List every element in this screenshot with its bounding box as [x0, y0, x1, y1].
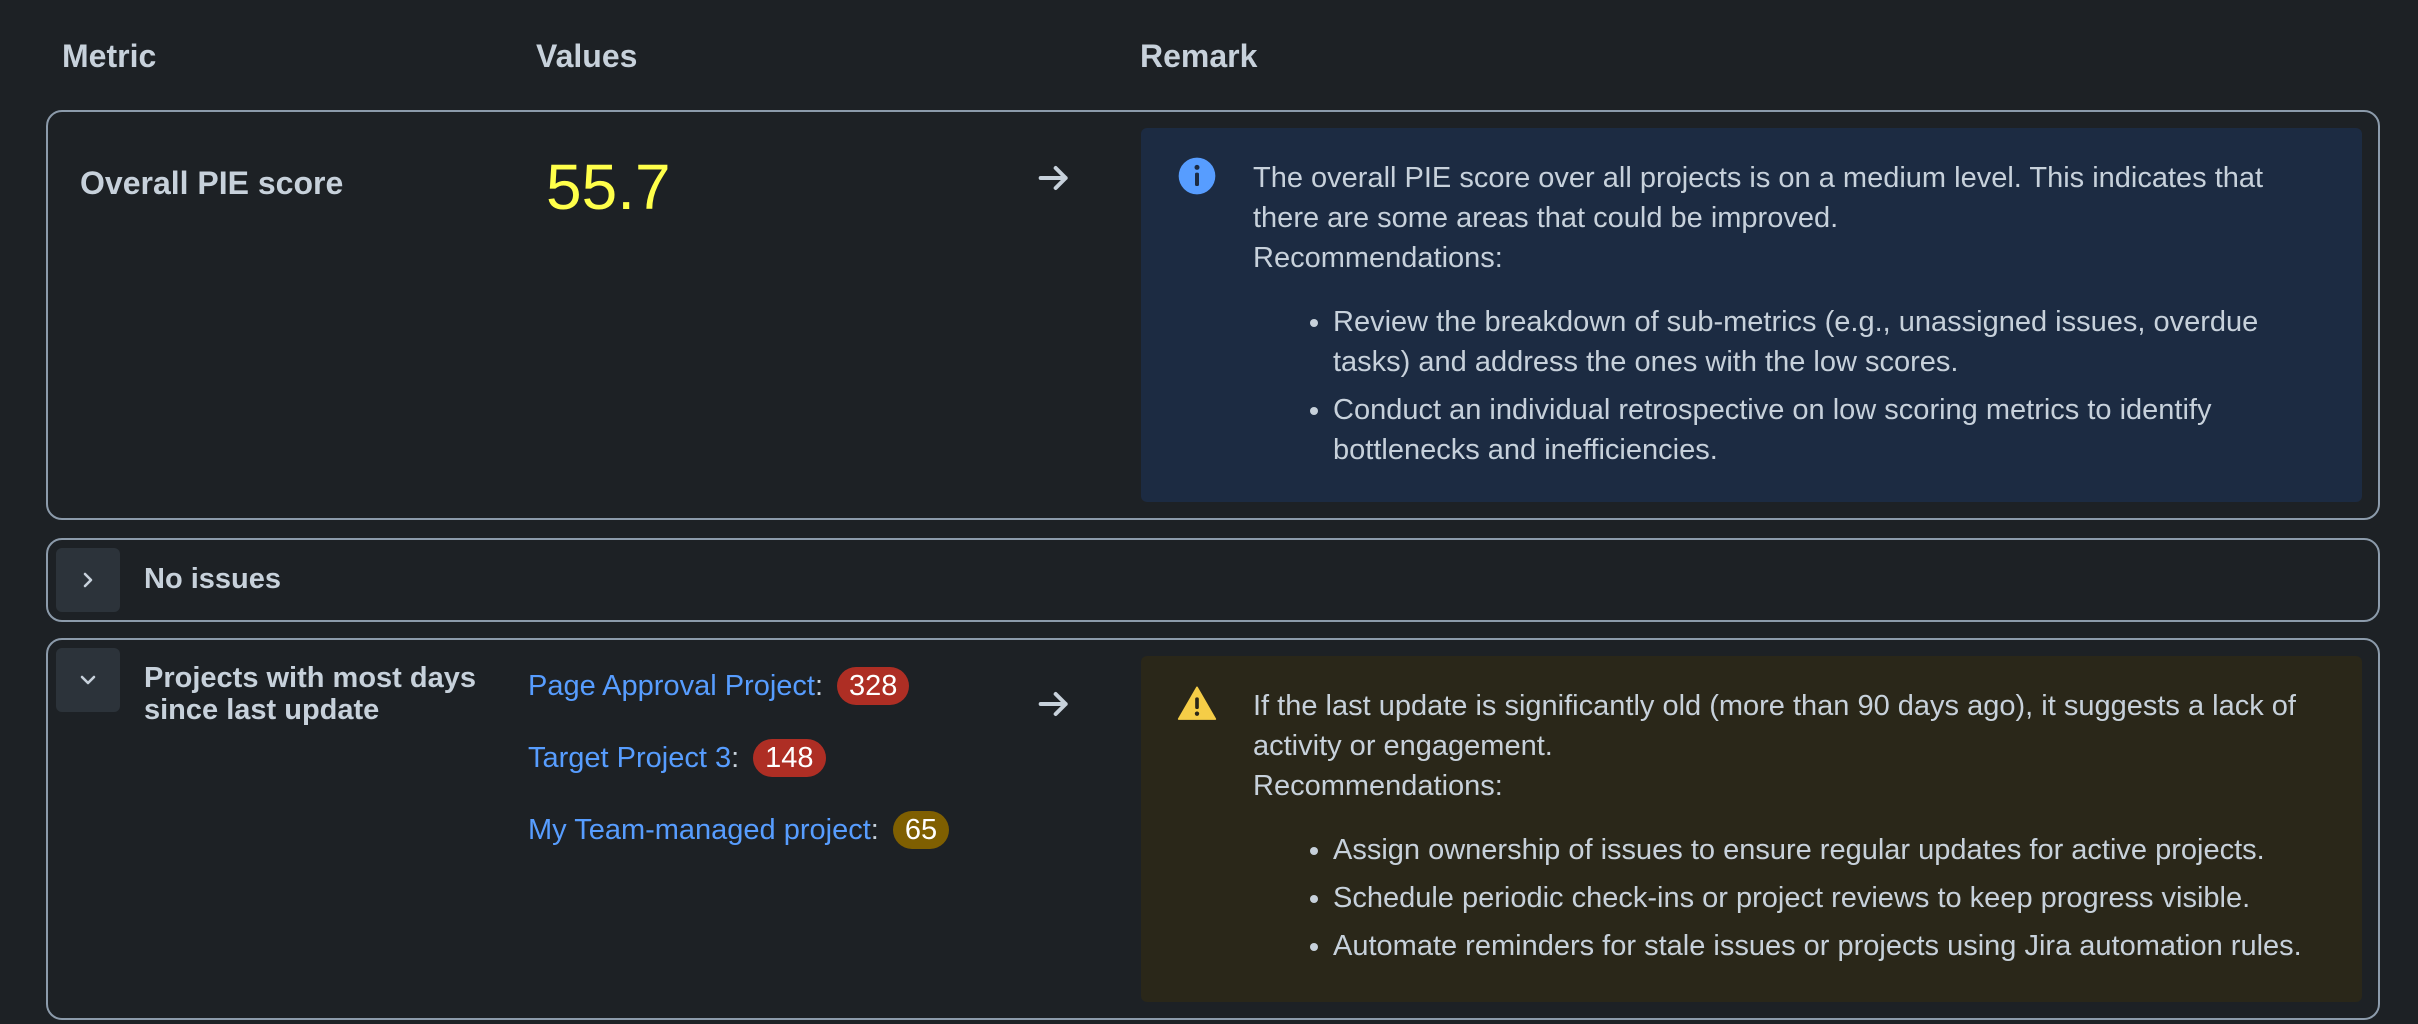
- stale-remark-content: If the last update is significantly old …: [1253, 686, 2332, 974]
- overall-remark-panel: The overall PIE score over all projects …: [1141, 128, 2362, 502]
- list-item: Automate reminders for stale issues or p…: [1333, 926, 2332, 966]
- expand-button[interactable]: [56, 548, 120, 612]
- list-item: Conduct an individual retrospective on l…: [1333, 390, 2332, 470]
- overall-recommendations-label: Recommendations:: [1253, 242, 1503, 274]
- list-item: Schedule periodic check-ins or project r…: [1333, 878, 2332, 918]
- arrow-right-icon: [1038, 166, 1068, 190]
- no-issues-title: No issues: [144, 563, 281, 595]
- stale-recommendations-list: Assign ownership of issues to ensure reg…: [1253, 830, 2332, 966]
- overall-recommendations-list: Review the breakdown of sub-metrics (e.g…: [1253, 302, 2332, 470]
- arrow-right-icon: [1038, 692, 1068, 716]
- list-item: Target Project 3: 148: [528, 738, 826, 778]
- project-link[interactable]: Target Project 3: [528, 742, 732, 774]
- header-values: Values: [536, 38, 638, 74]
- overall-score-row: Overall PIE score 55.7 The overall PIE s…: [46, 110, 2380, 520]
- table-header: Metric Values Remark: [0, 38, 2418, 78]
- stale-projects-row: Projects with most days since last updat…: [46, 638, 2380, 1020]
- header-metric: Metric: [62, 38, 157, 74]
- project-link[interactable]: My Team-managed project: [528, 814, 871, 846]
- chevron-down-icon: [80, 675, 96, 685]
- list-item: My Team-managed project: 65: [528, 810, 950, 850]
- stale-recommendations-label: Recommendations:: [1253, 770, 1503, 802]
- overall-remark-text: The overall PIE score over all projects …: [1253, 162, 2264, 234]
- days-badge: 148: [753, 739, 826, 777]
- overall-score-value: 55.7: [546, 151, 671, 223]
- list-item: Assign ownership of issues to ensure reg…: [1333, 830, 2332, 870]
- days-badge: 65: [892, 811, 950, 849]
- overall-remark-content: The overall PIE score over all projects …: [1253, 158, 2332, 478]
- overall-score-title: Overall PIE score: [80, 165, 344, 201]
- days-badge: 328: [837, 667, 910, 705]
- collapse-button[interactable]: [56, 648, 120, 712]
- stale-projects-title: Projects with most days since last updat…: [144, 662, 476, 726]
- no-issues-row: No issues: [46, 538, 2380, 622]
- chevron-right-icon: [83, 572, 93, 588]
- info-icon: [1178, 157, 1216, 195]
- header-remark: Remark: [1140, 38, 1258, 74]
- project-link[interactable]: Page Approval Project: [528, 670, 815, 702]
- list-item: Page Approval Project: 328: [528, 666, 910, 706]
- warning-icon: [1177, 686, 1217, 720]
- list-item: Review the breakdown of sub-metrics (e.g…: [1333, 302, 2332, 382]
- stale-remark-text: If the last update is significantly old …: [1253, 690, 2296, 762]
- stale-remark-panel: If the last update is significantly old …: [1141, 656, 2362, 1002]
